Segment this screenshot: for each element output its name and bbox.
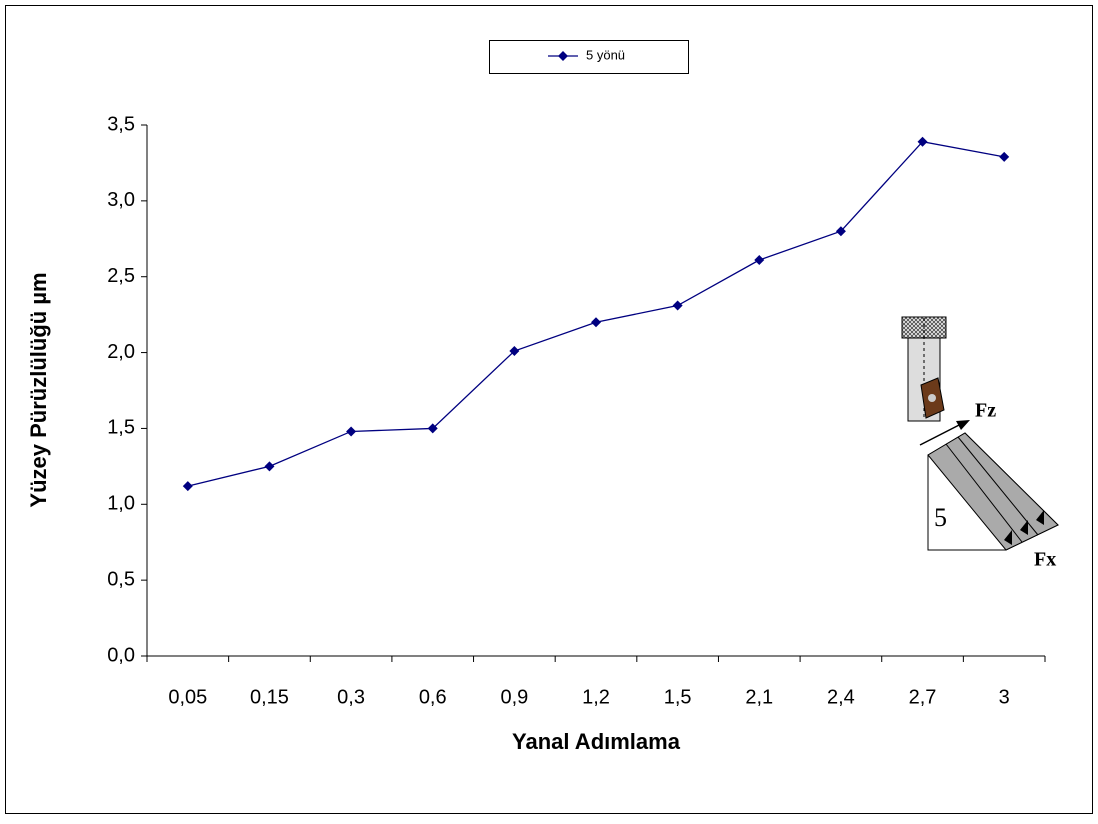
annotation: 5 bbox=[934, 503, 947, 532]
y-tick-label: 3,5 bbox=[107, 113, 135, 135]
x-axis-title: Yanal Adımlama bbox=[512, 729, 681, 754]
y-tick-label: 1,5 bbox=[107, 417, 135, 439]
annotation: Fx bbox=[1034, 549, 1056, 571]
y-tick-label: 2,0 bbox=[107, 341, 135, 363]
y-tick-label: 1,0 bbox=[107, 493, 135, 515]
chart: Yüzey Pürüzlülüğü µm Yanal Adımlama Fz F… bbox=[0, 0, 1098, 819]
x-tick-label: 0,9 bbox=[500, 686, 528, 708]
annotation: Fz bbox=[975, 400, 996, 422]
y-tick-label: 3,0 bbox=[107, 189, 135, 211]
x-tick-label: 3 bbox=[999, 686, 1010, 708]
y-axis-title: Yüzey Pürüzlülüğü µm bbox=[26, 272, 51, 507]
x-tick-label: 0,3 bbox=[337, 686, 365, 708]
x-tick-label: 1,5 bbox=[664, 686, 692, 708]
y-tick-label: 2,5 bbox=[107, 265, 135, 287]
x-tick-label: 2,1 bbox=[745, 686, 773, 708]
x-tick-label: 0,6 bbox=[419, 686, 447, 708]
x-tick-label: 2,4 bbox=[827, 686, 855, 708]
x-tick-label: 1,2 bbox=[582, 686, 610, 708]
y-tick-label: 0,0 bbox=[107, 644, 135, 666]
x-tick-label: 2,7 bbox=[909, 686, 937, 708]
x-tick-label: 0,15 bbox=[250, 686, 289, 708]
legend-label: 5 yönü bbox=[586, 47, 625, 62]
y-tick-label: 0,5 bbox=[107, 568, 135, 590]
x-tick-label: 0,05 bbox=[168, 686, 207, 708]
